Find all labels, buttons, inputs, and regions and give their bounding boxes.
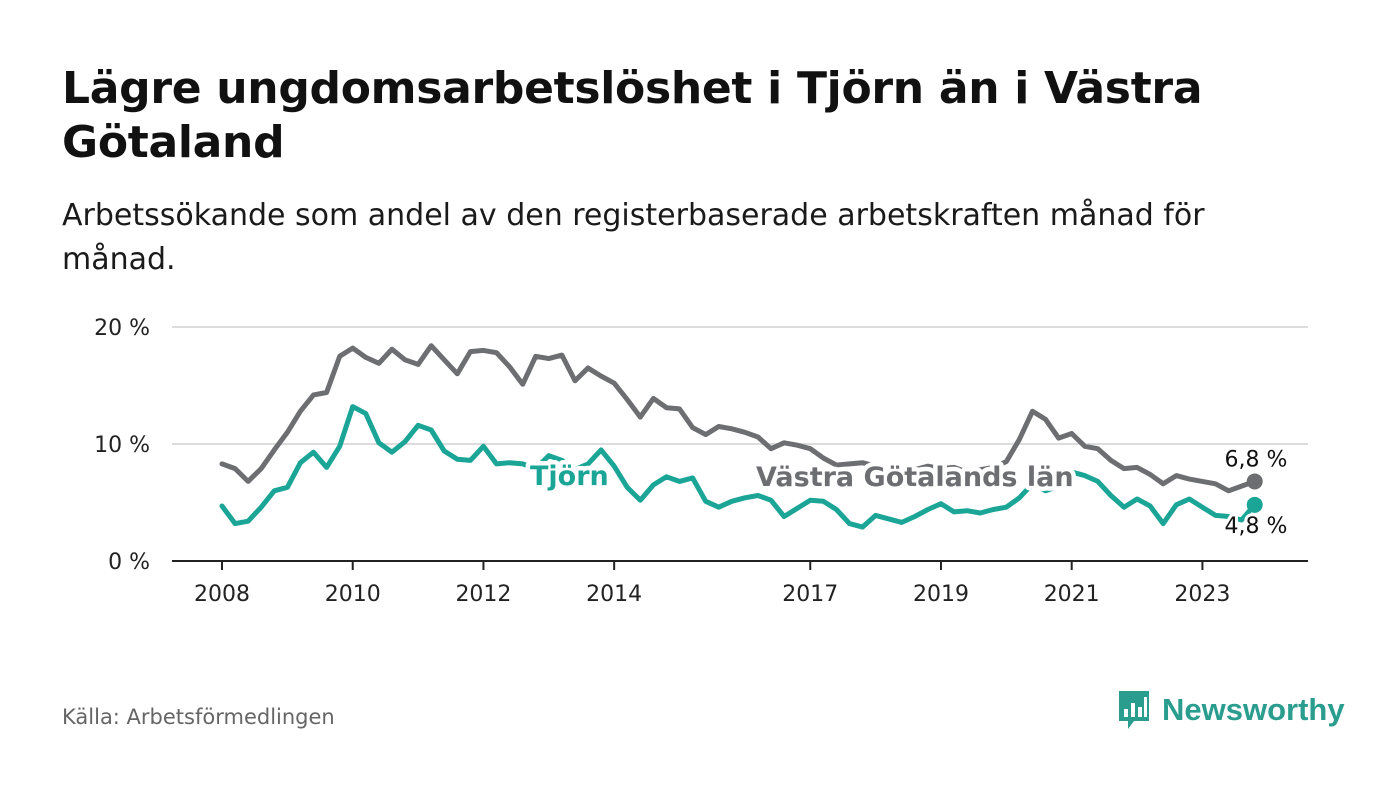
- y-tick-label: 20 %: [94, 316, 150, 341]
- source-note: Källa: Arbetsförmedlingen: [62, 705, 335, 729]
- gridlines: [172, 326, 1308, 445]
- axes: 0 % 10 % 20 % 2008 2010 2012 2014 2017 2019 2021 2…: [94, 316, 1308, 607]
- series-lines: [219, 343, 1263, 530]
- series-label-vastra-gotaland-text: Västra Götalands län: [756, 462, 1074, 493]
- y-tick-label: 10 %: [94, 433, 150, 458]
- x-tick-label: 2012: [455, 582, 511, 607]
- end-dot-tjorn: [1246, 496, 1263, 513]
- x-tick-label: 2017: [782, 582, 838, 607]
- series-line-vastra-gotaland: [219, 343, 1258, 494]
- x-tick-label: 2014: [586, 582, 642, 607]
- chart-title: Lägre ungdomsarbetslöshet i Tjörn än i V…: [62, 63, 1203, 168]
- x-tick-label: 2023: [1174, 582, 1230, 607]
- end-label-tjorn-text: 4,8 %: [1225, 514, 1288, 539]
- series-label-vastra-gotaland-halo: Västra Götalands län: [756, 462, 1074, 493]
- x-tick-label: 2010: [325, 582, 381, 607]
- end-label-vastra-gotaland: 6,8 %6,8 %: [1222, 444, 1291, 475]
- y-tick-label: 0 %: [108, 550, 150, 575]
- x-tick-label: 2019: [913, 582, 969, 607]
- end-label-tjorn-halo: 4,8 %: [1225, 514, 1288, 539]
- chart-subtitle: Arbetssökande som andel av den registerb…: [62, 198, 1205, 277]
- brand-logo: Newsworthy: [1116, 688, 1345, 732]
- series-line-tjorn: [219, 404, 1258, 530]
- series-label-tjorn-halo: Tjörn: [530, 461, 609, 492]
- end-dot-vastra-gotaland: [1246, 473, 1263, 490]
- newsworthy-logo-icon: [1119, 691, 1149, 729]
- end-label-vastra-gotaland-text: 6,8 %: [1225, 447, 1288, 472]
- x-tick-label: 2021: [1044, 582, 1100, 607]
- end-label-tjorn: 4,8 %4,8 %: [1222, 511, 1291, 542]
- brand-name: Newsworthy: [1162, 692, 1345, 727]
- series-label-tjorn-text: Tjörn: [530, 461, 609, 492]
- end-label-vastra-gotaland-halo: 6,8 %: [1225, 447, 1288, 472]
- x-tick-label: 2008: [194, 582, 250, 607]
